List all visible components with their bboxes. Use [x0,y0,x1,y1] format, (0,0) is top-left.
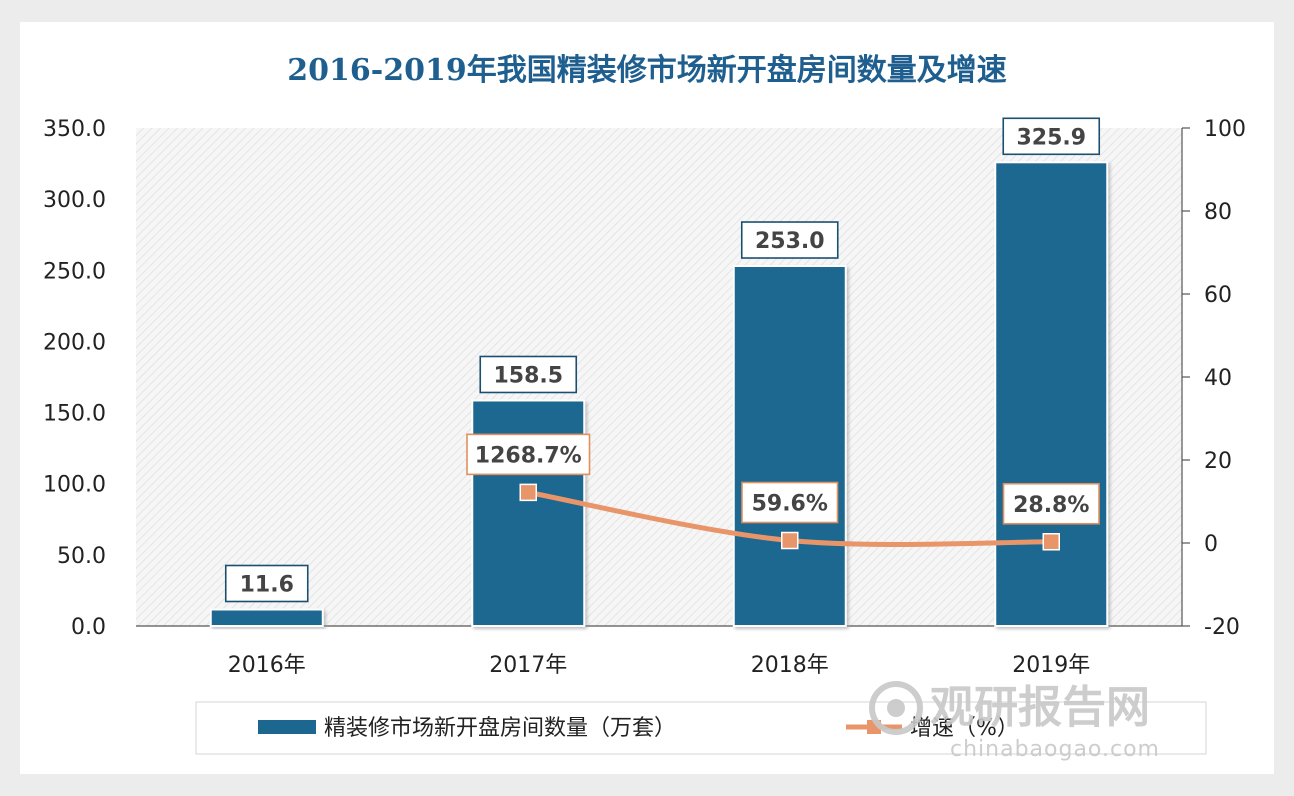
category-label: 2017年 [489,653,567,678]
legend-line-label: 增速（%） [910,716,1019,741]
legend-bar-swatch [258,720,316,734]
watermark-logo-icon [869,681,923,735]
legend: 精装修市场新开盘房间数量（万套） 增速（%） [195,701,1207,755]
right-tick-label: 80 [1204,200,1232,225]
line-label-box [1002,482,1100,525]
bar-data-label: 325.9 [1016,125,1086,150]
category-label: 2019年 [1012,653,1090,678]
right-tick-label: 40 [1204,366,1232,391]
category-axis: 2016年 2017年 2018年 2019年 [228,653,1091,678]
line-point [519,483,537,502]
bar-data-label: 11.6 [240,572,294,597]
legend-bar-label: 精装修市场新开盘房间数量（万套） [324,716,676,741]
category-label: 2018年 [751,653,829,678]
line-point [781,531,799,550]
line-data-labels: 1268.7% 59.6% 28.8% [466,433,1100,525]
bar-data-label: 253.0 [755,229,825,254]
bar-label-box [740,221,839,259]
line-label-box [741,481,839,524]
right-tick-label: 0 [1204,532,1218,557]
watermark-site: chinabaogao.com [950,737,1160,762]
bar-label-box [224,564,309,603]
right-tick-label: 60 [1204,283,1232,308]
left-tick-label: 350.0 [43,117,106,142]
watermark: 观研报告网 chinabaogao.com [869,681,1160,762]
bar [732,265,847,627]
line-point [1042,533,1060,551]
bar-data-label: 158.5 [493,363,563,388]
left-tick-label: 50.0 [57,544,106,569]
legend-box [195,701,1207,755]
right-tick-label: 100 [1204,117,1246,142]
left-tick-label: 150.0 [43,402,106,427]
bar [994,161,1109,627]
chart-card: 2016-2019年我国精装修市场新开盘房间数量及增速 0.0 50.0 100.0… [20,22,1274,774]
right-tick-label: -20 [1204,615,1240,640]
line-data-label: 28.8% [1013,493,1089,518]
left-tick-label: 200.0 [43,330,106,355]
category-label: 2016年 [228,653,306,678]
right-axis: -20 0 20 40 60 80 100 [1181,117,1246,640]
left-tick-label: 0.0 [71,615,106,640]
line-data-label: 1268.7% [475,443,582,468]
left-tick-label: 250.0 [43,259,106,284]
bar-label-box [479,355,578,394]
chart-title: 2016-2019年我国精装修市场新开盘房间数量及增速 [287,53,1006,88]
line-series [519,483,1060,551]
left-tick-label: 100.0 [43,473,106,498]
right-tick-label: 20 [1204,449,1232,474]
bar-label-box [1002,117,1101,156]
left-tick-label: 300.0 [43,188,106,213]
watermark-brand: 观研报告网 [930,682,1150,733]
line-label-box [466,433,591,476]
combo-chart: 2016-2019年我国精装修市场新开盘房间数量及增速 0.0 50.0 100.0… [43,53,1246,762]
line-data-label: 59.6% [752,492,828,517]
left-axis: 0.0 50.0 100.0 150.0 200.0 250.0 300.0 350.0 [43,117,1182,640]
bar [209,608,324,628]
bar-data-labels: 11.6 158.5 253.0 325.9 [224,117,1101,603]
